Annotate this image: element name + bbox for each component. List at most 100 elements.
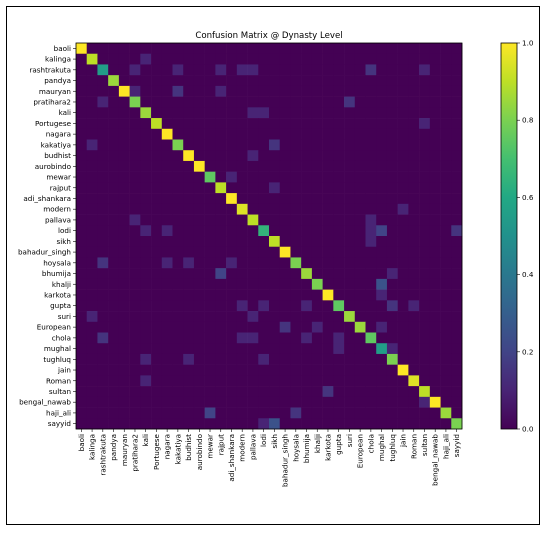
heatmap-cell-sayyid-khalji [311,418,323,430]
heatmap-cell-pratihara2-sayyid [451,96,463,108]
heatmap-cell-suri-haji_ali [440,311,452,323]
heatmap-cell-kalinga-hoysala [290,53,302,65]
heatmap-cell-rashtrakuta-pandya [108,64,120,76]
heatmap-cell-tughluq-khalji [311,353,323,365]
x-tick-label-tughluq: tughluq [388,434,397,462]
heatmap-cell-modern-hoysala [290,203,302,215]
heatmap-cell-sayyid-tughluq [386,418,398,430]
heatmap-cell-kakatiya-budhist [183,139,195,151]
heatmap-cell-pratihara2-kakatiya [172,96,184,108]
heatmap-cell-pratihara2-hoysala [290,96,302,108]
heatmap-cell-gupta-aurobindo [193,300,205,312]
x-tick-label-pandya: pandya [109,434,118,461]
heatmap-cell-mauryan-sayyid [451,85,463,97]
heatmap-cell-suri-kakatiya [172,311,184,323]
heatmap-cell-mewar-haji_ali [440,171,452,183]
heatmap-cell-hoysala-karkota [322,257,334,269]
heatmap-cell-khalji-adi_shankara [226,278,238,290]
heatmap-cell-haji_ali-pandya [108,407,120,419]
heatmap-cell-hoysala-baoli [76,257,88,269]
heatmap-cell-budhist-bengal_nawab [429,150,441,162]
heatmap-cell-rashtrakuta-lodi [258,64,270,76]
heatmap-cell-European-bahadur_singh [279,321,291,333]
heatmap-cell-sultan-jain [397,386,409,398]
heatmap-cell-gupta-sayyid [451,300,463,312]
heatmap-cell-bahadur_singh-jain [397,246,409,258]
heatmap-cell-Roman-kalinga [86,375,98,387]
heatmap-cell-bengal_nawab-baoli [76,396,88,408]
heatmap-cell-suri-Roman [408,311,420,323]
heatmap-cell-karkota-tughluq [386,289,398,301]
heatmap-cell-karkota-kali [140,289,152,301]
y-tick-label-sikh: sikh [57,237,71,246]
heatmap-cell-bhumija-gupta [333,268,345,280]
heatmap-cell-bahadur_singh-sayyid [451,246,463,258]
heatmap-cell-bahadur_singh-gupta [333,246,345,258]
heatmap-cell-pallava-aurobindo [193,214,205,226]
heatmap-cell-sultan-haji_ali [440,386,452,398]
heatmap-cell-kakatiya-haji_ali [440,139,452,151]
heatmap-cell-European-modern [236,321,248,333]
heatmap-cell-bhumija-pandya [108,268,120,280]
heatmap-cell-jain-bengal_nawab [429,364,441,376]
heatmap-cell-haji_ali-bhumija [301,407,313,419]
heatmap-cell-bhumija-mauryan [118,268,130,280]
heatmap-cell-haji_ali-suri [344,407,356,419]
heatmap-cell-Portugese-sultan [419,118,431,130]
heatmap-cell-baoli-mauryan [118,43,130,55]
heatmap-cell-adi_shankara-mughal [376,193,388,205]
heatmap-cell-jain-kalinga [86,364,98,376]
colorbar-tick-label-0.4: 0.4 [522,270,534,279]
x-tick-label-pratihara2: pratihara2 [130,434,139,472]
heatmap-cell-baoli-pallava [247,43,259,55]
heatmap-cell-European-adi_shankara [226,321,238,333]
heatmap-cell-mughal-aurobindo [193,343,205,355]
heatmap-cell-aurobindo-budhist [183,160,195,172]
heatmap-cell-pandya-nagara [161,75,173,87]
heatmap-cell-tughluq-mauryan [118,353,130,365]
heatmap-cell-sikh-pandya [108,236,120,248]
heatmap-cell-bengal_nawab-nagara [161,396,173,408]
heatmap-cell-khalji-sayyid [451,278,463,290]
heatmap-cell-rashtrakuta-baoli [76,64,88,76]
heatmap-cell-rashtrakuta-jain [397,64,409,76]
heatmap-cell-Roman-kali [140,375,152,387]
heatmap-cell-mauryan-chola [365,85,377,97]
x-tick-label-European: European [356,434,365,468]
heatmap-cell-adi_shankara-nagara [161,193,173,205]
colorbar-tick-label-0.0: 0.0 [522,425,534,434]
heatmap-cell-mughal-baoli [76,343,88,355]
heatmap-cell-budhist-pallava [247,150,259,162]
heatmap-cell-hoysala-rajput [215,257,227,269]
heatmap-cell-Roman-bengal_nawab [429,375,441,387]
heatmap-cell-tughluq-European [354,353,366,365]
heatmap-cell-modern-sayyid [451,203,463,215]
heatmap-cell-sayyid-adi_shankara [226,418,238,430]
heatmap-cell-mauryan-nagara [161,85,173,97]
heatmap-cell-pallava-budhist [183,214,195,226]
heatmap-cell-haji_ali-khalji [311,407,323,419]
heatmap-cell-gupta-sikh [269,300,281,312]
heatmap-cell-pratihara2-suri [344,96,356,108]
heatmap-cell-pallava-suri [344,214,356,226]
heatmap-cell-kakatiya-European [354,139,366,151]
heatmap-cell-pandya-baoli [76,75,88,87]
heatmap-cell-mewar-modern [236,171,248,183]
heatmap-cell-sikh-budhist [183,236,195,248]
heatmap-cell-pandya-sultan [419,75,431,87]
heatmap-cell-aurobindo-Portugese [151,160,163,172]
heatmap-cell-haji_ali-kali [140,407,152,419]
heatmap-cell-khalji-budhist [183,278,195,290]
heatmap-cell-adi_shankara-mewar [204,193,216,205]
heatmap-cell-modern-jain [397,203,409,215]
heatmap-cell-gupta-budhist [183,300,195,312]
heatmap-cell-haji_ali-pallava [247,407,259,419]
heatmap-cell-bhumija-sikh [269,268,281,280]
heatmap-cell-pratihara2-rashtrakuta [97,96,109,108]
heatmap-cells [75,42,463,430]
heatmap-cell-baoli-European [354,43,366,55]
heatmap-cell-bengal_nawab-karkota [322,396,334,408]
heatmap-cell-rashtrakuta-karkota [322,64,334,76]
heatmap-cell-nagara-tughluq [386,128,398,140]
heatmap-cell-tughluq-pallava [247,353,259,365]
